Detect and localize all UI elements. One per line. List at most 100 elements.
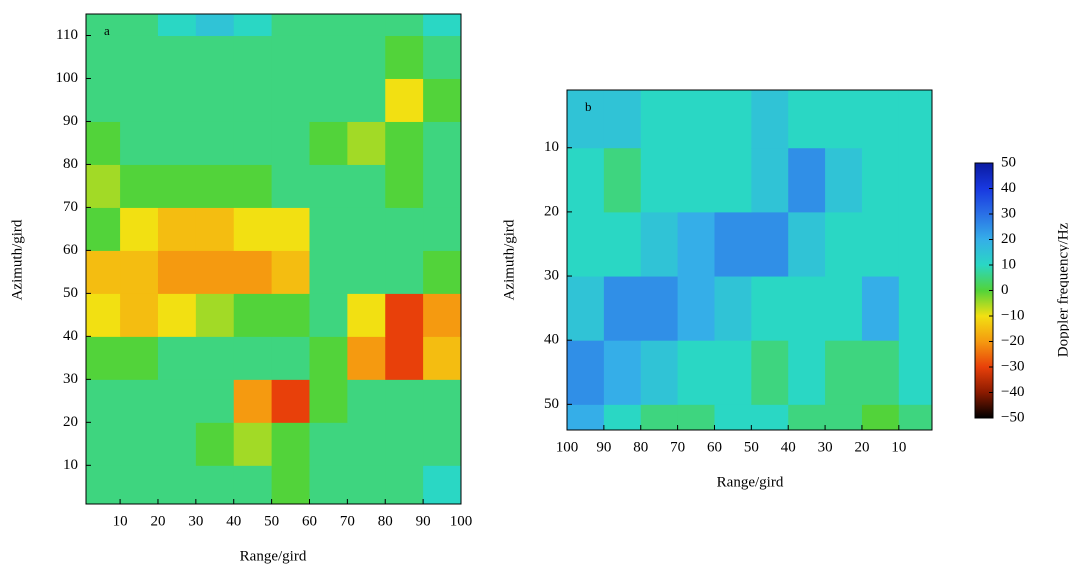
- heatmap-cell: [195, 336, 235, 380]
- heatmap-cell: [898, 90, 933, 149]
- heatmap-cell: [423, 78, 462, 122]
- heatmap-cell: [86, 35, 121, 79]
- heatmap-cell: [640, 340, 679, 405]
- heatmap-cell: [233, 78, 273, 122]
- heatmap-cell: [86, 379, 121, 423]
- heatmap-cell: [309, 422, 348, 466]
- heatmap-cell: [385, 250, 424, 294]
- heatmap-cell: [271, 78, 310, 122]
- colorbar-tick-label: 20: [1001, 231, 1016, 247]
- x-axis-label: Range/gird: [717, 474, 784, 490]
- heatmap-cell: [714, 276, 752, 341]
- x-tick-label: 90: [416, 513, 431, 529]
- heatmap-cell: [195, 14, 235, 36]
- heatmap-cell: [347, 35, 386, 79]
- heatmap-cell: [714, 90, 752, 149]
- heatmap-cell: [751, 211, 789, 277]
- heatmap-cell: [714, 147, 752, 213]
- heatmap-cell: [86, 422, 121, 466]
- x-tick-label: 10: [891, 439, 906, 455]
- heatmap-cell: [788, 147, 826, 213]
- y-tick-label: 80: [63, 156, 78, 172]
- heatmap-cell: [603, 276, 642, 341]
- heatmap-cell: [195, 465, 235, 505]
- heatmap-cell: [423, 207, 462, 251]
- heatmap-cell: [233, 164, 273, 208]
- heatmap-cell: [677, 340, 715, 405]
- heatmap-cell: [751, 90, 789, 149]
- heatmap-cell: [788, 276, 826, 341]
- y-tick-label: 110: [56, 27, 78, 43]
- heatmap-cell: [86, 336, 121, 380]
- heatmap-cell: [640, 211, 679, 277]
- colorbar-tick-label: −50: [1001, 409, 1024, 425]
- heatmap-cell: [157, 78, 197, 122]
- x-tick-label: 30: [188, 513, 203, 529]
- heatmap-cell: [640, 276, 679, 341]
- colorbar-tick-label: 50: [1001, 154, 1016, 170]
- x-tick-label: 100: [556, 439, 579, 455]
- heatmap-cell: [86, 465, 121, 505]
- heatmap-cell: [195, 293, 235, 337]
- heatmap-cell: [751, 340, 789, 405]
- heatmap-cell: [347, 14, 386, 36]
- plot-frame: [85, 13, 462, 505]
- heatmap-cell: [347, 465, 386, 505]
- heatmap-cell: [423, 422, 462, 466]
- heatmap-cell: [120, 14, 159, 36]
- heatmap-cell: [309, 121, 348, 165]
- heatmap-cell: [233, 336, 273, 380]
- heatmap-cell: [195, 121, 235, 165]
- heatmap-cell: [120, 164, 159, 208]
- y-tick-label: 50: [544, 396, 559, 412]
- y-tick-label: 90: [63, 113, 78, 129]
- plot-frame: [566, 89, 933, 431]
- heatmap-cell: [677, 404, 715, 431]
- x-tick-label: 40: [226, 513, 241, 529]
- heatmap-cell: [309, 293, 348, 337]
- heatmap-cell: [271, 121, 310, 165]
- colorbar-tick-label: 10: [1001, 256, 1016, 272]
- heatmap-cell: [309, 336, 348, 380]
- heatmap-cell: [233, 465, 273, 505]
- heatmap-cell: [385, 164, 424, 208]
- heatmap-cell: [640, 147, 679, 213]
- heatmap-cell: [347, 78, 386, 122]
- heatmap-cell: [825, 404, 863, 431]
- heatmap-cell: [385, 14, 424, 36]
- heatmap-cell: [86, 293, 121, 337]
- y-tick-label: 20: [63, 414, 78, 430]
- heatmap-cell: [385, 293, 424, 337]
- y-tick-label: 30: [63, 371, 78, 387]
- x-tick-label: 50: [744, 439, 759, 455]
- x-tick-label: 80: [378, 513, 393, 529]
- heatmap-cell: [567, 276, 605, 341]
- heatmap-cell: [825, 90, 863, 149]
- y-axis-label: Azimuth/gird: [9, 219, 25, 300]
- heatmap-cell: [788, 404, 826, 431]
- heatmap-cell: [271, 465, 310, 505]
- x-tick-label: 60: [707, 439, 722, 455]
- heatmap-cell: [309, 35, 348, 79]
- heatmap-cell: [603, 147, 642, 213]
- heatmap-cell: [271, 164, 310, 208]
- y-tick-label: 20: [544, 203, 559, 219]
- y-tick-label: 40: [63, 328, 78, 344]
- heatmap-cell: [861, 276, 900, 341]
- x-tick-label: 50: [264, 513, 279, 529]
- heatmap-cell: [86, 164, 121, 208]
- heatmap-cell: [603, 340, 642, 405]
- heatmap-cell: [86, 250, 121, 294]
- heatmap-cell: [120, 465, 159, 505]
- heatmap-cell: [86, 14, 121, 36]
- colorbar-tick-label: 30: [1001, 205, 1016, 221]
- heatmap-cell: [233, 121, 273, 165]
- heatmap-cell: [233, 207, 273, 251]
- heatmap-cell: [385, 336, 424, 380]
- heatmap-cell: [423, 121, 462, 165]
- heatmap-cell: [898, 147, 933, 213]
- heatmap-cell: [120, 293, 159, 337]
- x-tick-label: 70: [340, 513, 355, 529]
- heatmap-cell: [423, 293, 462, 337]
